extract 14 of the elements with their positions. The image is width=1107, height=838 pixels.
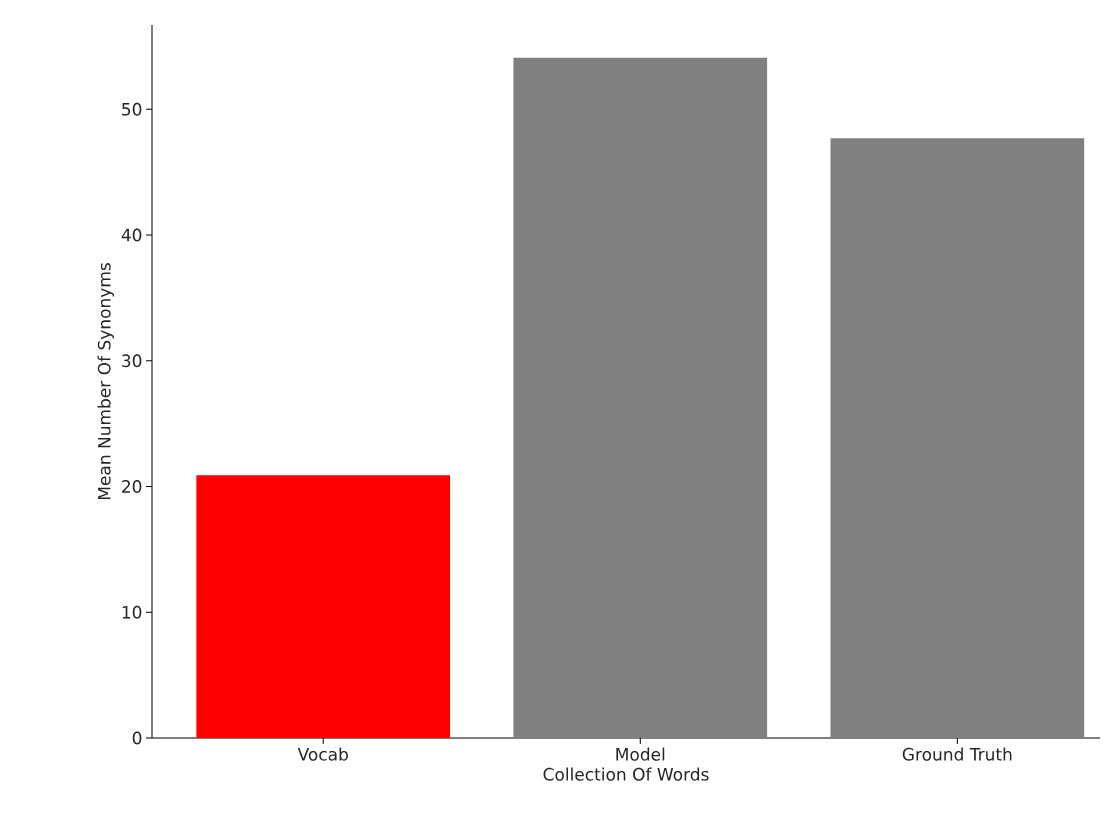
bar bbox=[513, 57, 768, 738]
y-tick-label: 40 bbox=[121, 228, 142, 242]
bar bbox=[830, 138, 1085, 738]
x-tick-label: Model bbox=[616, 747, 665, 761]
y-tick-label: 30 bbox=[122, 354, 142, 368]
x-axis-title: Collection Of Words bbox=[543, 767, 709, 781]
y-tick-label: 0 bbox=[132, 731, 142, 745]
y-axis-title: Mean Number Of Synonyms bbox=[97, 263, 114, 500]
y-tick-label: 20 bbox=[122, 480, 142, 493]
y-tick-label: 10 bbox=[122, 605, 142, 619]
x-tick-label: Ground Truth bbox=[902, 747, 1012, 761]
y-tick-label: 50 bbox=[122, 102, 142, 116]
x-tick-label: Vocab bbox=[297, 747, 348, 761]
bar bbox=[196, 475, 451, 738]
